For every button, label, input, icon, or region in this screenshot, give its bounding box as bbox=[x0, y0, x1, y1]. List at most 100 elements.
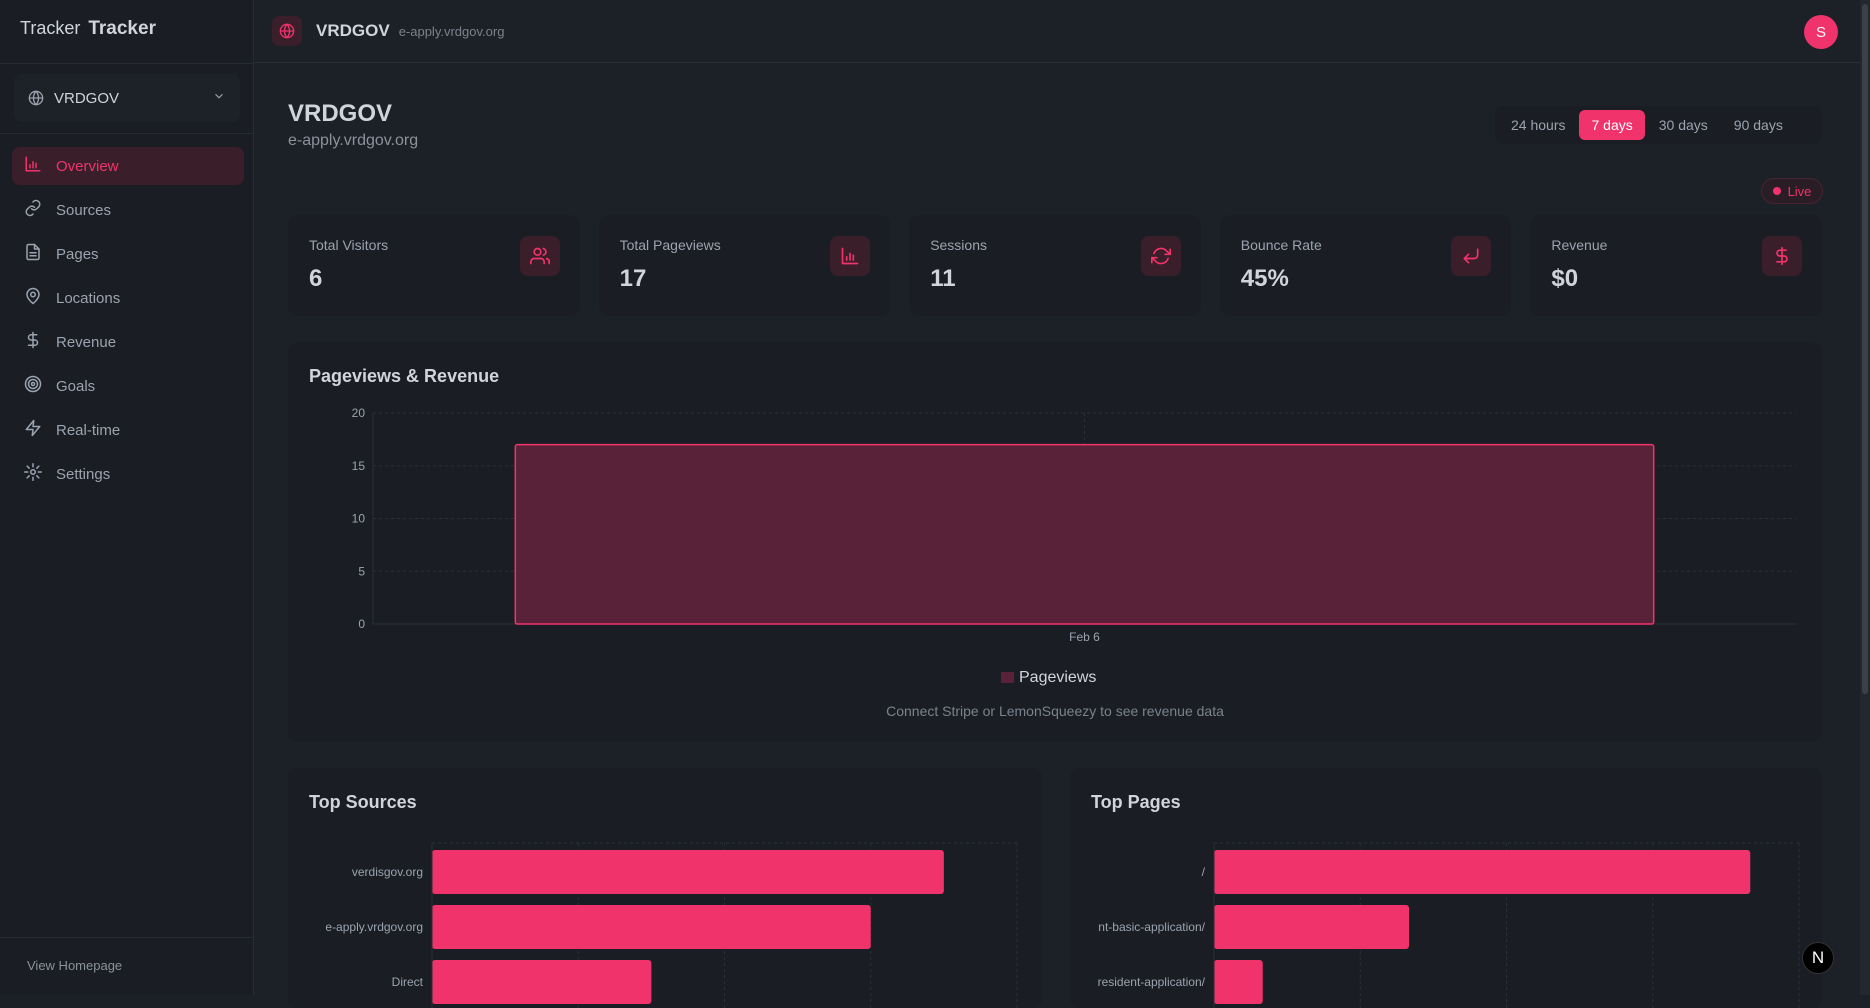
view-homepage-link[interactable]: View Homepage bbox=[27, 958, 123, 973]
chevron-down-icon bbox=[212, 89, 226, 107]
sidebar-nav: Overview Sources Pages Locations Revenue Goal… bbox=[12, 147, 244, 499]
sidebar-item-real-time[interactable]: Real-time bbox=[12, 411, 244, 449]
top-sources-chart: verdisgov.org e-apply.vrdgov.org Direct bbox=[325, 842, 1018, 1008]
stat-value: 11 bbox=[930, 265, 956, 292]
stat-card: Total Visitors 6 bbox=[288, 215, 580, 316]
stats-row: Total Visitors 6 Total Pageviews 17 Sessions… bbox=[288, 215, 1822, 316]
stat-label: Sessions bbox=[930, 237, 987, 253]
sidebar-item-goals[interactable]: Goals bbox=[12, 367, 244, 405]
top-pages-card: Top Pages / nt-basic-application/resident… bbox=[1070, 768, 1822, 1008]
stat-value: 45% bbox=[1240, 265, 1289, 292]
logo-overlay-text: Tracker bbox=[20, 18, 81, 38]
pageviews-chart-card: Pageviews & Revenue 0 5 10 15 20 Feb 6 Pagevie… bbox=[288, 342, 1822, 742]
map-pin-icon bbox=[24, 287, 42, 309]
bar bbox=[1214, 960, 1263, 1004]
range-90-days[interactable]: 90 days bbox=[1733, 117, 1783, 133]
bar bbox=[432, 905, 871, 949]
zap-icon bbox=[24, 419, 42, 441]
scrollbar-thumb[interactable] bbox=[1862, 4, 1868, 694]
sidebar-item-label: Goals bbox=[56, 377, 96, 395]
scrollbar[interactable] bbox=[1860, 0, 1870, 995]
file-text-icon bbox=[24, 243, 42, 265]
bar bbox=[432, 850, 944, 894]
sidebar-item-label: Real-time bbox=[56, 421, 121, 439]
header-title: VRDGOV bbox=[316, 21, 390, 40]
bar-label: nt-basic-application/ bbox=[1098, 920, 1205, 934]
sidebar-item-label: Overview bbox=[56, 157, 119, 175]
range-24-hours[interactable]: 24 hours bbox=[1511, 117, 1566, 133]
pageviews-chart: 0 5 10 15 20 Feb 6 Pageviews Connect Stripe or … bbox=[352, 406, 1796, 719]
y-tick-label: 5 bbox=[358, 564, 365, 578]
divider bbox=[0, 133, 254, 134]
live-label: Live bbox=[1787, 183, 1812, 199]
stat-value: 17 bbox=[619, 265, 647, 292]
bar bbox=[1214, 905, 1409, 949]
header-domain: e-apply.vrdgov.org bbox=[398, 23, 505, 39]
stat-card: Sessions 11 bbox=[909, 215, 1201, 316]
stat-label: Total Visitors bbox=[309, 237, 389, 253]
stat-card: Total Pageviews 17 bbox=[598, 215, 891, 316]
sidebar-item-overview[interactable]: Overview bbox=[12, 147, 244, 185]
revenue-note: Connect Stripe or LemonSqueezy to see re… bbox=[886, 703, 1224, 719]
range-7-days[interactable]: 7 days bbox=[1579, 110, 1645, 140]
bar-label: resident-application/ bbox=[1098, 975, 1206, 989]
stat-card: Revenue $0 bbox=[1530, 215, 1822, 316]
sidebar-item-pages[interactable]: Pages bbox=[12, 235, 244, 273]
chart-title: Pageviews & Revenue bbox=[309, 366, 500, 386]
x-tick-label: Feb 6 bbox=[1069, 630, 1100, 644]
date-range-selector: 24 hours 7 days 30 days 90 days bbox=[1495, 106, 1822, 144]
stat-label: Revenue bbox=[1551, 237, 1608, 253]
divider bbox=[0, 937, 254, 938]
sidebar-item-label: Revenue bbox=[56, 333, 117, 351]
legend-swatch bbox=[1001, 672, 1014, 683]
bar-label: Direct bbox=[392, 975, 424, 989]
bar-chart-icon bbox=[830, 236, 871, 276]
top-pages-title: Top Pages bbox=[1091, 792, 1181, 812]
sidebar-item-revenue[interactable]: Revenue bbox=[12, 323, 244, 361]
stat-value: 6 bbox=[309, 265, 323, 292]
link-icon bbox=[24, 199, 42, 221]
page-title: VRDGOV bbox=[288, 100, 393, 127]
avatar[interactable]: S bbox=[1804, 15, 1838, 49]
page-subtitle: e-apply.vrdgov.org bbox=[288, 132, 419, 149]
dollar-icon bbox=[1761, 236, 1802, 276]
sidebar-item-label: Pages bbox=[56, 245, 99, 263]
top-header: VRDGOV e-apply.vrdgov.org S bbox=[255, 0, 1860, 63]
sidebar-item-label: Locations bbox=[56, 289, 121, 307]
gear-icon bbox=[24, 463, 42, 485]
bar bbox=[1214, 850, 1751, 894]
logo-text: Tracker bbox=[88, 18, 156, 39]
top-sources-title: Top Sources bbox=[309, 792, 417, 812]
sidebar: Tracker Tracker VRDGOV Overview Sources Pag… bbox=[0, 0, 254, 995]
bar-chart-icon bbox=[24, 155, 42, 177]
dev-tools-badge[interactable]: N bbox=[1802, 942, 1834, 974]
live-dot-icon bbox=[1772, 187, 1781, 195]
top-sources-card: Top Sources verdisgov.org e-apply.vrdgov.… bbox=[288, 768, 1042, 1008]
bar bbox=[432, 960, 652, 1004]
sidebar-item-sources[interactable]: Sources bbox=[12, 191, 244, 229]
stat-value: $0 bbox=[1551, 265, 1579, 292]
top-pages-chart: / nt-basic-application/resident-applicati… bbox=[1098, 842, 1800, 1008]
divider bbox=[0, 63, 254, 64]
target-icon bbox=[24, 375, 42, 397]
sidebar-item-locations[interactable]: Locations bbox=[12, 279, 244, 317]
site-selector[interactable]: VRDGOV bbox=[14, 74, 240, 122]
live-badge: Live bbox=[1761, 178, 1823, 204]
range-30-days[interactable]: 30 days bbox=[1658, 117, 1708, 133]
return-icon bbox=[1451, 236, 1492, 276]
bar-label: verdisgov.org bbox=[352, 865, 423, 879]
y-tick-label: 10 bbox=[352, 512, 366, 526]
dollar-icon bbox=[24, 331, 42, 353]
sidebar-item-label: Settings bbox=[56, 465, 111, 483]
sidebar-item-settings[interactable]: Settings bbox=[12, 455, 244, 493]
stat-card: Bounce Rate 45% bbox=[1219, 215, 1512, 316]
y-tick-label: 0 bbox=[358, 617, 365, 631]
globe-icon bbox=[272, 16, 302, 46]
sidebar-item-label: Sources bbox=[56, 201, 112, 219]
y-tick-label: 20 bbox=[352, 406, 366, 420]
bar-label: e-apply.vrdgov.org bbox=[325, 920, 423, 934]
users-icon bbox=[519, 236, 560, 276]
logo[interactable]: Tracker Tracker bbox=[20, 18, 156, 40]
bar-label: / bbox=[1202, 865, 1206, 879]
y-tick-label: 15 bbox=[352, 459, 366, 473]
